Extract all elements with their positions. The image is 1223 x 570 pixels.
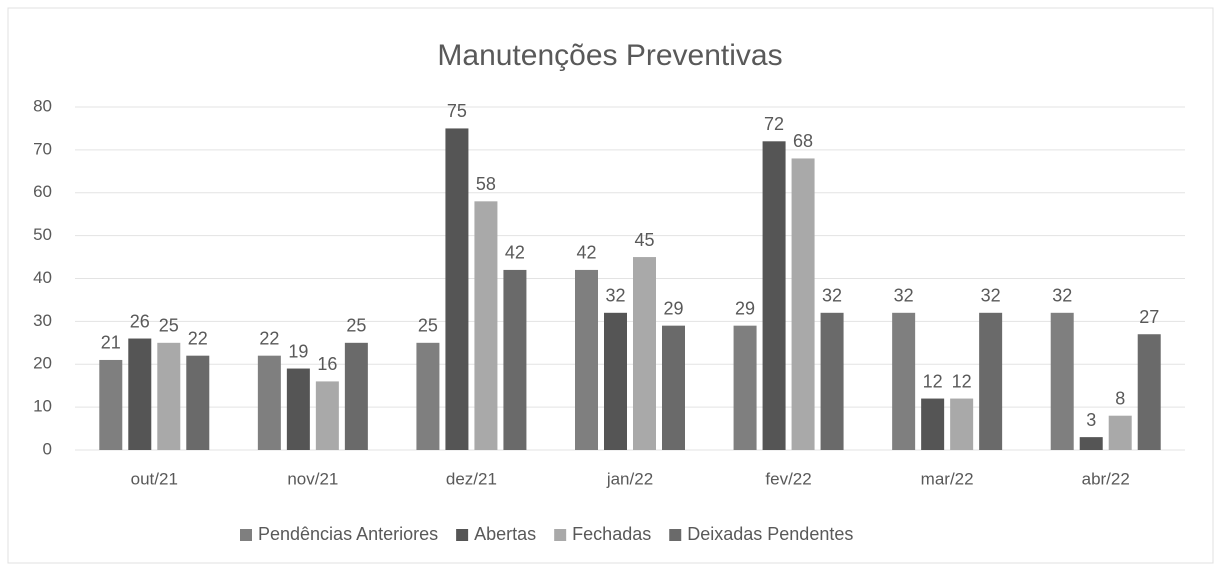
- data-label: 26: [130, 311, 150, 331]
- bar: [257, 355, 281, 450]
- bar: [186, 355, 210, 450]
- data-label: 25: [159, 316, 179, 336]
- y-tick-label: 50: [33, 225, 52, 244]
- bar: [315, 381, 339, 450]
- legend-swatch: [669, 529, 682, 541]
- data-label: 25: [346, 316, 366, 336]
- bar: [892, 312, 916, 450]
- data-label: 29: [735, 298, 755, 318]
- bar: [979, 312, 1003, 450]
- data-label: 29: [663, 298, 683, 318]
- data-label: 32: [1052, 286, 1072, 306]
- data-label: 32: [894, 286, 914, 306]
- chart-frame: [7, 7, 1214, 564]
- legend-swatch: [456, 529, 469, 541]
- data-label: 12: [923, 371, 943, 391]
- x-tick-label: nov/21: [287, 469, 338, 488]
- y-tick-label: 60: [33, 182, 52, 201]
- y-tick-label: 20: [33, 354, 52, 373]
- bar: [286, 368, 310, 450]
- data-label: 75: [447, 101, 467, 121]
- legend-label: Deixadas Pendentes: [687, 524, 853, 544]
- x-tick-label: mar/22: [921, 469, 974, 488]
- data-label: 45: [634, 230, 654, 250]
- legend-label: Fechadas: [572, 524, 651, 544]
- bar: [921, 398, 945, 450]
- bar: [733, 325, 757, 450]
- y-tick-label: 40: [33, 268, 52, 287]
- x-tick-label: out/21: [131, 469, 178, 488]
- data-label: 3: [1086, 410, 1096, 430]
- bar: [474, 201, 498, 450]
- data-label: 32: [605, 286, 625, 306]
- bar: [1050, 312, 1074, 450]
- y-tick-label: 70: [33, 139, 52, 158]
- y-tick-label: 10: [33, 397, 52, 416]
- chart-title: Manutenções Preventivas: [437, 39, 782, 72]
- bar: [1108, 415, 1132, 450]
- bar: [344, 342, 368, 450]
- bar: [503, 269, 527, 450]
- bar: [99, 359, 123, 450]
- bar: [604, 312, 627, 450]
- data-label: 32: [981, 286, 1001, 306]
- legend-label: Pendências Anteriores: [258, 524, 438, 544]
- legend-swatch: [240, 529, 252, 541]
- bar: [575, 269, 598, 450]
- bar: [128, 338, 152, 450]
- data-label: 25: [418, 316, 438, 336]
- bar: [633, 257, 656, 450]
- data-label: 19: [288, 341, 308, 361]
- data-label: 68: [793, 131, 813, 151]
- data-label: 42: [505, 243, 525, 263]
- data-label: 58: [476, 174, 496, 194]
- data-label: 27: [1139, 307, 1159, 327]
- y-tick-label: 30: [33, 311, 52, 330]
- data-label: 32: [822, 286, 842, 306]
- bar: [445, 128, 469, 450]
- x-tick-label: dez/21: [446, 469, 497, 488]
- bar: [762, 141, 786, 451]
- x-tick-label: abr/22: [1082, 469, 1130, 488]
- bar: [791, 158, 815, 450]
- data-label: 22: [259, 328, 279, 348]
- bar: [950, 398, 974, 450]
- data-label: 12: [952, 371, 972, 391]
- legend-swatch: [554, 529, 567, 541]
- data-label: 22: [188, 328, 208, 348]
- legend-label: Abertas: [474, 524, 536, 544]
- bar: [416, 342, 440, 450]
- bar: [1137, 334, 1161, 450]
- bar: [157, 342, 181, 450]
- data-label: 8: [1115, 388, 1125, 408]
- bar: [1079, 437, 1103, 450]
- y-tick-label: 80: [33, 96, 52, 115]
- data-label: 21: [101, 333, 121, 353]
- bar: [820, 312, 844, 450]
- y-tick-label: 0: [43, 439, 52, 458]
- data-label: 42: [576, 243, 596, 263]
- x-tick-label: jan/22: [606, 469, 653, 488]
- data-label: 72: [764, 114, 784, 134]
- x-tick-label: fev/22: [765, 469, 811, 488]
- data-label: 16: [317, 354, 337, 374]
- bar: [662, 325, 685, 450]
